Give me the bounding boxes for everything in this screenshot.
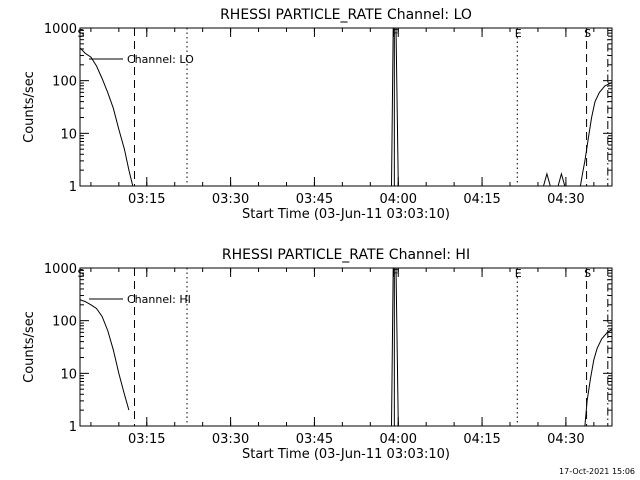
event-marker-label: S <box>78 27 85 40</box>
chart-panel-2: RHESSI PARTICLE_RATE Channel: HI 1 10 100 10… <box>22 247 613 462</box>
x-tick-label: 04:30 <box>547 192 584 207</box>
chart-panel-1: RHESSI PARTICLE_RATE Channel: LO 1 10 100 10… <box>22 7 613 222</box>
data-series-line <box>557 172 566 186</box>
data-series-line <box>391 268 399 426</box>
x-tick-label: 03:30 <box>212 192 249 207</box>
x-tick-label: 04:00 <box>380 432 417 447</box>
data-series-line <box>80 299 130 411</box>
y-tick-label: 1000 <box>44 262 77 277</box>
y-tick-label: 1 <box>69 420 77 435</box>
x-tick-label: 04:15 <box>463 192 500 207</box>
y-tick-label: 10 <box>60 127 77 142</box>
data-series-line <box>543 172 551 186</box>
plot-area <box>80 28 612 186</box>
chart-title: RHESSI PARTICLE_RATE Channel: HI <box>222 247 470 263</box>
event-marker-label: S <box>78 267 85 280</box>
event-marker-label: E <box>515 267 522 280</box>
legend-label: Channel: LO <box>127 53 194 66</box>
y-tick-label: 100 <box>52 75 77 90</box>
data-series-line <box>584 329 612 426</box>
x-tick-label: 03:45 <box>296 192 333 207</box>
y-axis-label: Counts/sec <box>22 71 37 143</box>
y-tick-label: 10 <box>60 367 77 382</box>
x-axis-label: Start Time (03-Jun-11 03:03:10) <box>242 207 450 222</box>
data-series-line <box>80 47 134 186</box>
footer-timestamp: 17-Oct-2021 15:06 <box>559 467 635 476</box>
x-tick-label: 03:15 <box>128 192 165 207</box>
event-marker-label: S <box>584 27 591 40</box>
event-marker-label: F <box>392 27 398 40</box>
x-tick-label: 04:00 <box>380 192 417 207</box>
y-axis-label: Counts/sec <box>22 311 37 383</box>
x-tick-label: 03:45 <box>296 432 333 447</box>
y-tick-label: 100 <box>52 315 77 330</box>
event-marker-label: E <box>515 27 522 40</box>
plot-area <box>80 268 612 426</box>
x-axis-label: Start Time (03-Jun-11 03:03:10) <box>242 447 450 462</box>
chart-title: RHESSI PARTICLE_RATE Channel: LO <box>220 7 472 23</box>
x-tick-label: 03:30 <box>212 432 249 447</box>
legend-label: Channel: HI <box>127 293 191 306</box>
x-tick-label: 04:15 <box>463 432 500 447</box>
data-series-line <box>579 82 612 186</box>
y-tick-label: 1 <box>69 180 77 195</box>
event-marker-label: F <box>392 267 398 280</box>
x-tick-label: 03:15 <box>128 432 165 447</box>
y-tick-label: 1000 <box>44 22 77 37</box>
data-series-line <box>391 28 399 186</box>
event-marker-label: S <box>584 267 591 280</box>
x-tick-label: 04:30 <box>547 432 584 447</box>
